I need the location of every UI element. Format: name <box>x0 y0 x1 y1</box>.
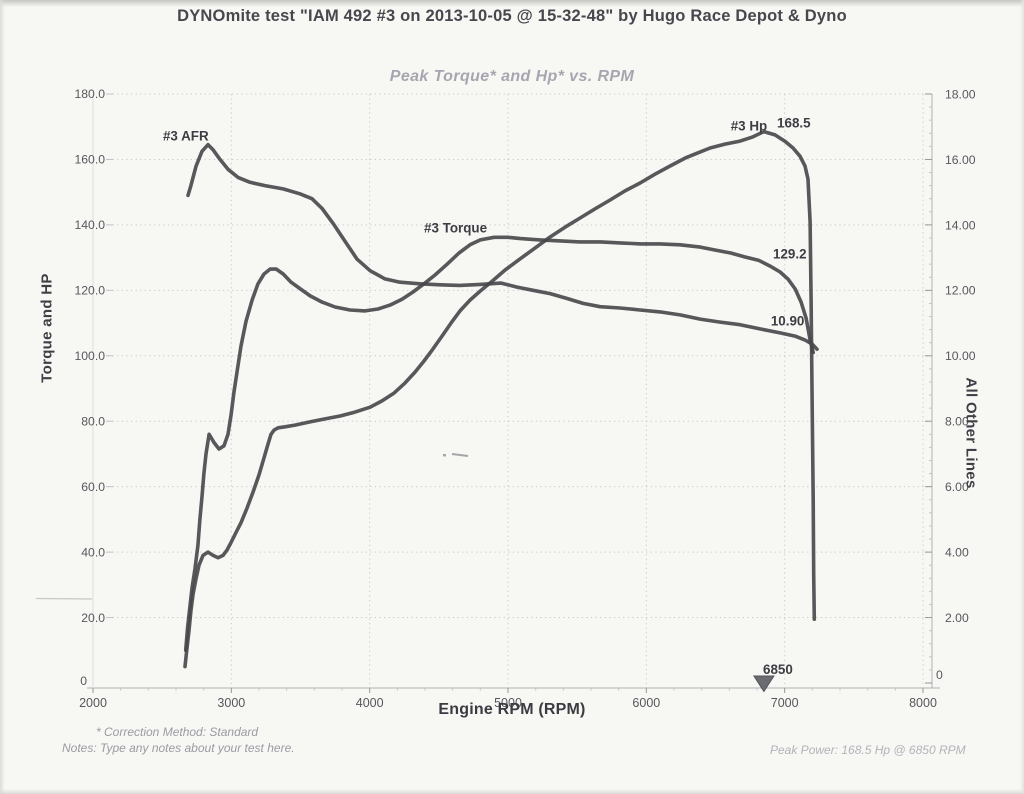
y-left-tick-label: 120.0 <box>75 284 106 298</box>
y-left-tick-label: 40.0 <box>81 545 105 559</box>
peak-marker-triangle <box>752 675 775 693</box>
y-axis-title-left: Torque and HP <box>38 273 56 383</box>
page-title: DYNOmite test "IAM 492 #3 on 2013-10-05 … <box>177 7 847 25</box>
y-left-tick-label: 20.0 <box>81 611 105 625</box>
y-right-tick-label: 4.00 <box>945 546 969 560</box>
footer-notes: Notes: Type any notes about your test he… <box>62 741 295 755</box>
curve-3-afr <box>186 142 819 351</box>
y-left-tick-label: 60.0 <box>81 480 105 494</box>
y-right-tick-label: 10.00 <box>945 349 976 363</box>
y-left-tick-label: 0 <box>80 674 87 688</box>
x-tick-label: 6000 <box>632 696 660 710</box>
chart-title: Peak Torque* and Hp* vs. RPM <box>389 68 635 85</box>
y-right-tick-label: 6.00 <box>945 480 969 494</box>
footer-correction-method: * Correction Method: Standard <box>96 725 259 739</box>
y-right-tick-label: 2.00 <box>945 611 969 625</box>
y-left-tick-label: 160.0 <box>75 153 106 167</box>
annotation-3-afr: #3 AFR <box>163 128 209 143</box>
annotation-10.90: 10.90 <box>771 314 805 329</box>
y-left-tick-label: 140.0 <box>75 218 106 232</box>
y-right-tick-label: 8.00 <box>945 415 969 429</box>
x-axis-title: Engine RPM (RPM) <box>438 701 586 718</box>
y-right-tick-label: 14.00 <box>945 218 976 232</box>
y-left-tick-label: 80.0 <box>81 414 105 428</box>
annotation-3-torque: #3 Torque <box>424 221 487 236</box>
scan-artifact-line <box>35 597 93 600</box>
peak-marker-label: 6850 <box>763 662 793 677</box>
x-tick-label: 8000 <box>909 696 937 710</box>
y-left-tick-label: 100.0 <box>75 349 106 363</box>
y-left-tick-label: 180.0 <box>75 87 106 101</box>
x-tick-label: 5000 <box>494 696 522 710</box>
x-tick-label: 7000 <box>771 696 799 710</box>
scan-artifact-dot <box>443 454 446 457</box>
annotation-168.5: 168.5 <box>777 116 811 131</box>
x-tick-label: 2000 <box>79 696 107 710</box>
annotation-129.2: 129.2 <box>773 247 807 262</box>
annotation-3-hp: #3 Hp <box>731 119 767 134</box>
y-right-tick-label: 18.00 <box>945 87 976 101</box>
footer-peak-power: Peak Power: 168.5 Hp @ 6850 RPM <box>770 743 966 757</box>
x-tick-label: 4000 <box>356 696 384 710</box>
curve-3-torque <box>183 235 815 653</box>
y-right-tick-label: 12.00 <box>945 284 976 298</box>
curve-3-hp <box>183 129 817 669</box>
x-tick-label: 3000 <box>217 696 245 710</box>
y-right-tick-label: 16.00 <box>945 153 976 167</box>
y-axis-title-right: All Other Lines <box>962 377 980 489</box>
y-right-tick-label: 0 <box>936 668 943 682</box>
scan-artifact-dash <box>451 453 469 457</box>
